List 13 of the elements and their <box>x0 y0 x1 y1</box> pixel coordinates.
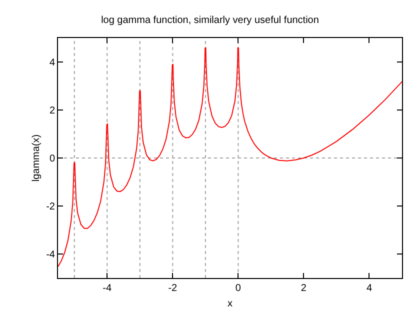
y-tick-label: 4 <box>49 58 56 68</box>
y-axis-title: lgamma(x) <box>31 134 42 182</box>
y-tick-label: 0 <box>49 154 56 164</box>
y-tick-label: -2 <box>46 202 56 212</box>
y-tick-label: 2 <box>49 106 56 116</box>
y-tick-label: -4 <box>46 250 56 260</box>
x-tick-label: 2 <box>300 283 307 294</box>
x-tick-label: 0 <box>235 283 242 294</box>
chart-title: log gamma function, similarly very useful function <box>101 15 319 26</box>
x-tick-label: -4 <box>102 283 112 294</box>
x-tick-label: -2 <box>168 283 178 294</box>
x-axis-title: x <box>228 298 232 310</box>
x-tick-label: 4 <box>366 283 372 294</box>
